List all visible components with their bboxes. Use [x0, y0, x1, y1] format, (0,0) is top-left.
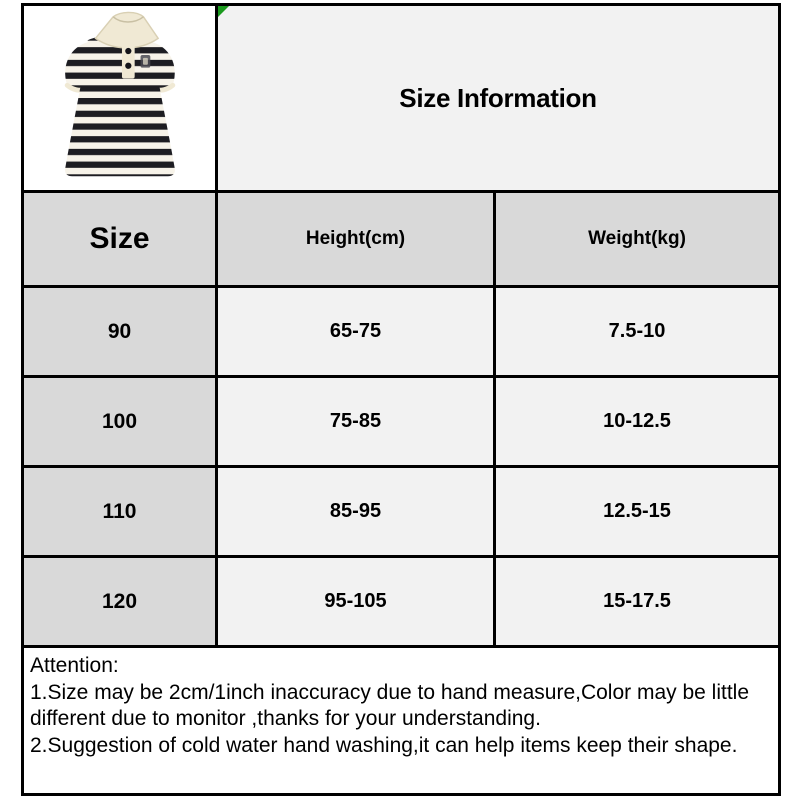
striped-dress-image [64, 11, 175, 177]
green-corner-marker-icon [219, 7, 229, 17]
size-value: 120 [21, 555, 218, 648]
table-row: 110 85-95 12.5-15 [21, 465, 781, 558]
attention-line-2: different due to monitor ,thanks for you… [30, 707, 541, 730]
weight-value: 12.5-15 [493, 465, 781, 558]
height-value: 95-105 [215, 555, 496, 648]
weight-value: 10-12.5 [493, 375, 781, 468]
attention-note: Attention: 1.Size may be 2cm/1inch inacc… [21, 645, 781, 796]
weight-value: 7.5-10 [493, 285, 781, 378]
size-value: 110 [21, 465, 218, 558]
attention-row: Attention: 1.Size may be 2cm/1inch inacc… [21, 645, 781, 796]
attention-heading: Attention: [30, 654, 119, 677]
height-value: 75-85 [215, 375, 496, 468]
top-row: Size Information [21, 3, 781, 193]
page-title: Size Information [399, 82, 597, 113]
size-value: 100 [21, 375, 218, 468]
height-value: 65-75 [215, 285, 496, 378]
table-header-row: Size Height(cm) Weight(kg) [21, 190, 781, 288]
attention-line-3: 2.Suggestion of cold water hand washing,… [30, 733, 738, 757]
table-row: 90 65-75 7.5-10 [21, 285, 781, 378]
table-row: 120 95-105 15-17.5 [21, 555, 781, 648]
title-cell: Size Information [215, 3, 781, 193]
size-chart-sheet: Size Information Size Height(cm) Weight(… [21, 3, 781, 796]
product-image-cell [21, 3, 218, 193]
attention-line-1: 1.Size may be 2cm/1inch inaccuracy due t… [30, 680, 750, 704]
size-value: 90 [21, 285, 218, 378]
column-header-size: Size [21, 190, 218, 288]
column-header-height: Height(cm) [215, 190, 496, 288]
height-value: 85-95 [215, 465, 496, 558]
weight-value: 15-17.5 [493, 555, 781, 648]
size-table: Size Information Size Height(cm) Weight(… [21, 3, 781, 796]
table-row: 100 75-85 10-12.5 [21, 375, 781, 468]
column-header-weight: Weight(kg) [493, 190, 781, 288]
